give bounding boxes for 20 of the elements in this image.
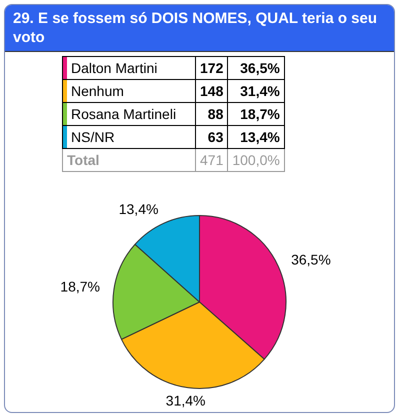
text: 13,4% — [240, 129, 280, 145]
text: 100,0% — [228, 148, 284, 172]
legend-label: NS/NR — [67, 126, 196, 148]
text: 172 — [196, 56, 228, 80]
chart-title: 29. E se fossem só DOIS NOMES, QUAL teria o seu voto — [5, 5, 394, 52]
data-label: 18,7% — [60, 278, 100, 295]
legend-label: Nenhum — [67, 80, 196, 102]
data-label: 31,4% — [166, 392, 206, 408]
text: 471 — [196, 148, 228, 172]
text: Total — [62, 148, 196, 172]
text: 31,4% — [240, 83, 280, 99]
legend-label: Dalton Martini — [67, 56, 196, 80]
legend-label: Rosana Martineli — [67, 102, 196, 126]
text: 36,5% — [240, 60, 280, 76]
text: 88 — [196, 102, 228, 126]
text: 63 — [196, 126, 228, 148]
text: 148 — [196, 80, 228, 102]
data-label: 13,4% — [118, 201, 158, 218]
text: 18,7% — [240, 106, 280, 122]
data-label: 36,5% — [291, 252, 331, 268]
